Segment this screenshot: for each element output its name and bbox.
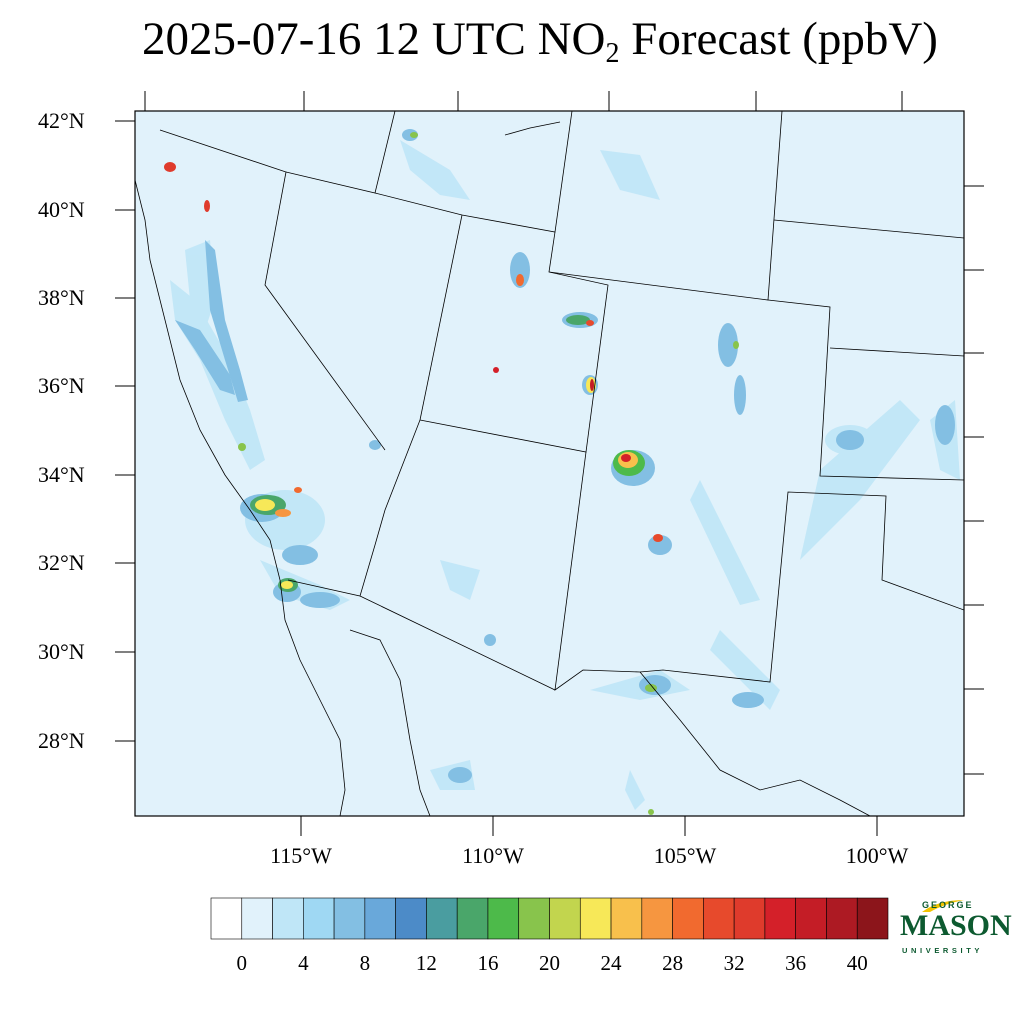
colorbar-tick-label: 4 [298,951,309,975]
lat-label: 30°N [38,639,85,664]
colorbar-tick-label: 24 [600,951,622,975]
title-prefix: 2025-07-16 12 UTC NO [142,13,606,65]
lon-label: 110°W [462,843,524,868]
lat-label: 28°N [38,728,85,753]
colorbar-tick-label: 36 [785,951,807,975]
colorbar-tick-label: 12 [415,951,437,975]
colorbar-tick-label: 16 [477,951,499,975]
axis-ticks [115,91,984,836]
logo-line-george: GEORGE [922,900,974,910]
title-subscript: 2 [605,38,620,69]
lat-label: 34°N [38,462,85,487]
gmu-logo: GEORGE MASON UNIVERSITY [898,898,1012,968]
map-background [135,111,964,816]
colorbar-tick-label: 28 [662,951,684,975]
lon-label: 100°W [845,843,909,868]
logo-line-mason: MASON [900,909,1012,942]
no2-hotspots [164,132,739,815]
map-title: 2025-07-16 12 UTC NO2 Forecast (ppbV) [0,12,1024,70]
colorbar-tick-label: 20 [539,951,560,975]
logo-line-university: UNIVERSITY [902,946,984,955]
lon-label: 105°W [653,843,717,868]
colorbar-tick-label: 8 [359,951,371,975]
colorbar-tick-label: 32 [723,951,745,975]
lat-label: 42°N [38,108,85,133]
lat-label: 32°N [38,550,85,575]
logo-swoosh-icon [922,900,964,912]
colorbar-tick-label: 0 [236,951,248,975]
coastlines [135,121,871,816]
title-suffix: Forecast (ppbV) [619,13,938,65]
colorbar-tick-label: 40 [846,951,868,975]
lon-label: 115°W [270,843,332,868]
lat-label: 40°N [38,197,85,222]
map-frame [134,110,965,817]
lat-label: 36°N [38,373,85,398]
lat-label: 38°N [38,285,85,310]
state-boundaries [159,111,964,691]
